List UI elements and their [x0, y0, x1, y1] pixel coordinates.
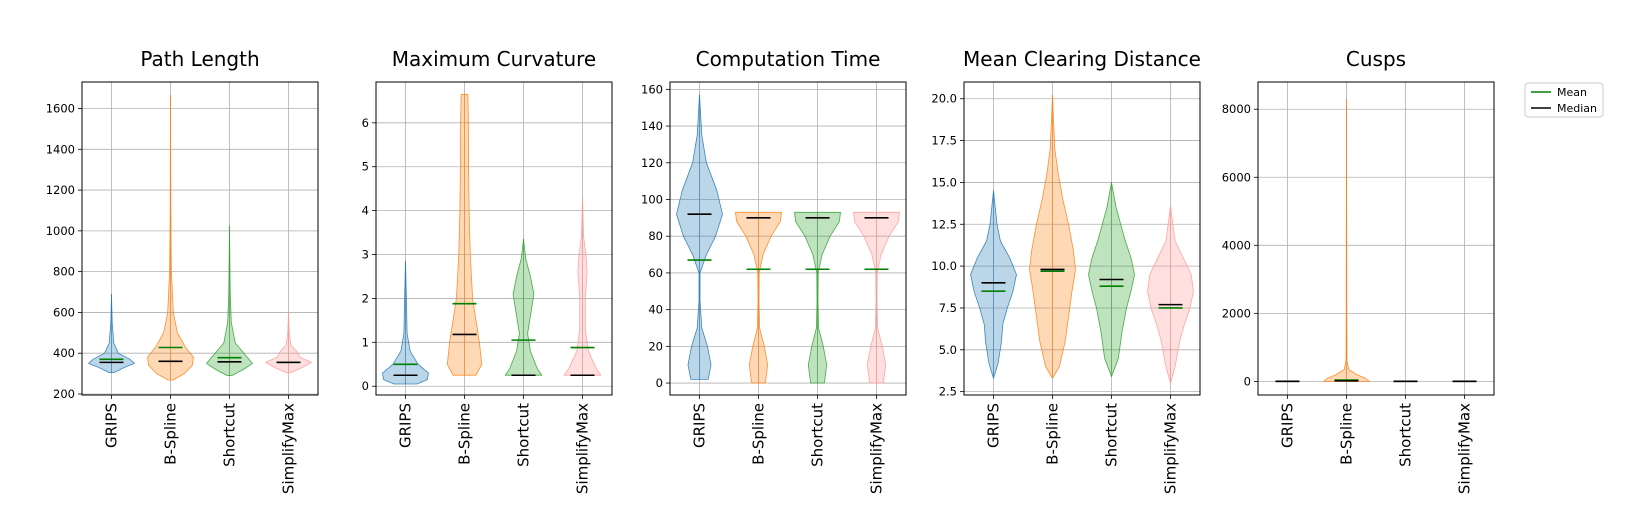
x-category-label: B-Spline: [1044, 403, 1062, 465]
panel-title: Path Length: [140, 47, 259, 71]
x-category-label: SimplifyMax: [280, 403, 298, 494]
axes-frame: [375, 81, 613, 396]
panel-2: Maximum Curvature 0 1 2 3 4 5 6 GRIPS B-Spline Sho…: [362, 47, 613, 494]
y-tick-label: 1: [362, 335, 369, 349]
y-tick-label: 800: [53, 265, 75, 279]
y-tick-label: 2000: [1222, 306, 1251, 320]
y-tick-label: 1000: [46, 224, 75, 238]
x-category-label: Shortcut: [1397, 403, 1415, 467]
x-category-label: B-Spline: [456, 403, 474, 465]
y-tick-label: 2: [362, 291, 369, 305]
y-tick-label: 6: [362, 116, 369, 130]
y-tick-label: 0: [656, 376, 663, 390]
axes-frame: [669, 81, 907, 396]
x-category-label: GRIPS: [691, 403, 709, 448]
y-tick-label: 2.5: [939, 385, 957, 399]
y-tick-label: 60: [648, 266, 663, 280]
panel-1: Path Length 200 400 600 800 1000 1200 1400 1600 G…: [46, 47, 319, 494]
y-tick-label: 12.5: [931, 217, 957, 231]
x-category-label: GRIPS: [397, 403, 415, 448]
y-tick-label: 10.0: [931, 259, 957, 273]
chart-panels: Path Length2004006008001000120014001600G…: [46, 47, 1495, 494]
panel-3: Computation Time 0 20 40 60 80 100 120 140 160 GRI…: [641, 47, 907, 494]
axes-frame: [1257, 81, 1495, 396]
x-category-label: Shortcut: [515, 403, 533, 467]
x-category-label: Shortcut: [809, 403, 827, 467]
y-tick-label: 5.0: [939, 343, 957, 357]
y-tick-label: 140: [641, 119, 663, 133]
y-tick-label: 4000: [1222, 238, 1251, 252]
y-tick-label: 7.5: [939, 301, 957, 315]
legend-median-label: Median: [1557, 102, 1597, 115]
x-category-label: Shortcut: [1103, 403, 1121, 467]
axes-frame: [81, 81, 319, 396]
panel-title: Mean Clearing Distance: [963, 47, 1201, 71]
y-tick-label: 100: [641, 192, 663, 206]
y-tick-label: 600: [53, 305, 75, 319]
panel-title: Computation Time: [696, 47, 881, 71]
panel-title: Cusps: [1346, 47, 1406, 71]
panel-4: Mean Clearing Distance 2.5 5.0 7.5 10.0 12.5 1…: [931, 47, 1201, 494]
y-tick-label: 15.0: [931, 175, 957, 189]
y-tick-label: 1200: [46, 183, 75, 197]
y-tick-label: 80: [648, 229, 663, 243]
y-tick-label: 6000: [1222, 170, 1251, 184]
y-tick-label: 1600: [46, 102, 75, 116]
y-tick-label: 160: [641, 82, 663, 96]
x-category-label: GRIPS: [1279, 403, 1297, 448]
y-tick-label: 20.0: [931, 92, 957, 106]
y-tick-label: 4: [362, 204, 369, 218]
y-tick-label: 17.5: [931, 134, 957, 148]
x-category-label: SimplifyMax: [868, 403, 886, 494]
x-category-label: B-Spline: [1338, 403, 1356, 465]
y-tick-label: 400: [53, 346, 75, 360]
x-category-label: GRIPS: [103, 403, 121, 448]
y-tick-label: 3: [362, 248, 369, 262]
y-tick-label: 0: [362, 379, 369, 393]
y-tick-label: 40: [648, 303, 663, 317]
x-category-label: Shortcut: [221, 403, 239, 467]
x-category-label: B-Spline: [750, 403, 768, 465]
y-tick-label: 120: [641, 156, 663, 170]
x-category-label: GRIPS: [985, 403, 1003, 448]
legend: Mean Median: [1524, 82, 1604, 118]
y-tick-label: 8000: [1222, 102, 1251, 116]
y-tick-label: 0: [1244, 374, 1251, 388]
y-tick-label: 200: [53, 387, 75, 401]
panel-title: Maximum Curvature: [392, 47, 596, 71]
y-tick-label: 1400: [46, 142, 75, 156]
x-category-label: SimplifyMax: [1162, 403, 1180, 494]
y-tick-label: 5: [362, 160, 369, 174]
y-tick-label: 20: [648, 339, 663, 353]
axes-frame: [963, 81, 1201, 396]
panel-5: Cusps 0 2000 4000 6000 8000 GRIPS B-Spline Short…: [1222, 47, 1495, 494]
legend-mean-label: Mean: [1557, 86, 1587, 99]
x-category-label: B-Spline: [162, 403, 180, 465]
x-category-label: SimplifyMax: [1456, 403, 1474, 494]
x-category-label: SimplifyMax: [574, 403, 592, 494]
